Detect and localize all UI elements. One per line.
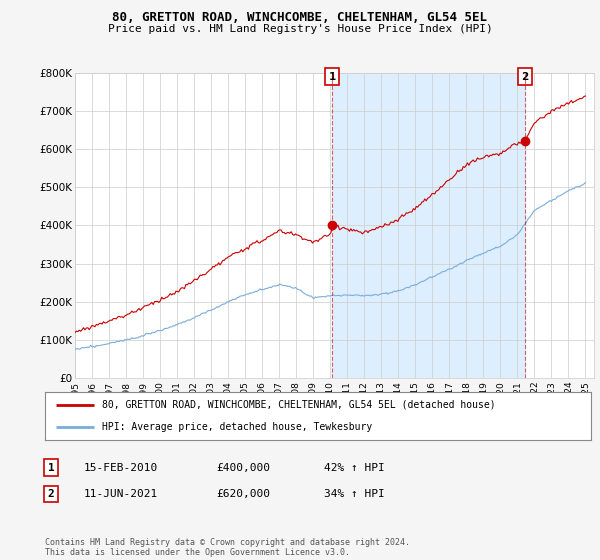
Text: Contains HM Land Registry data © Crown copyright and database right 2024.
This d: Contains HM Land Registry data © Crown c… (45, 538, 410, 557)
Bar (332, 73, 525, 378)
Text: 1: 1 (47, 463, 55, 473)
Text: £400,000: £400,000 (216, 463, 270, 473)
Text: 1: 1 (329, 72, 336, 82)
Text: 80, GRETTON ROAD, WINCHCOMBE, CHELTENHAM, GL54 5EL (detached house): 80, GRETTON ROAD, WINCHCOMBE, CHELTENHAM… (103, 400, 496, 410)
Text: 2: 2 (521, 72, 529, 82)
Text: £620,000: £620,000 (216, 489, 270, 499)
Text: Price paid vs. HM Land Registry's House Price Index (HPI): Price paid vs. HM Land Registry's House … (107, 24, 493, 34)
Text: 11-JUN-2021: 11-JUN-2021 (84, 489, 158, 499)
Text: 42% ↑ HPI: 42% ↑ HPI (324, 463, 385, 473)
Text: 34% ↑ HPI: 34% ↑ HPI (324, 489, 385, 499)
Text: 15-FEB-2010: 15-FEB-2010 (84, 463, 158, 473)
Text: 2: 2 (47, 489, 55, 499)
Text: HPI: Average price, detached house, Tewkesbury: HPI: Average price, detached house, Tewk… (103, 422, 373, 432)
Text: 80, GRETTON ROAD, WINCHCOMBE, CHELTENHAM, GL54 5EL: 80, GRETTON ROAD, WINCHCOMBE, CHELTENHAM… (113, 11, 487, 24)
